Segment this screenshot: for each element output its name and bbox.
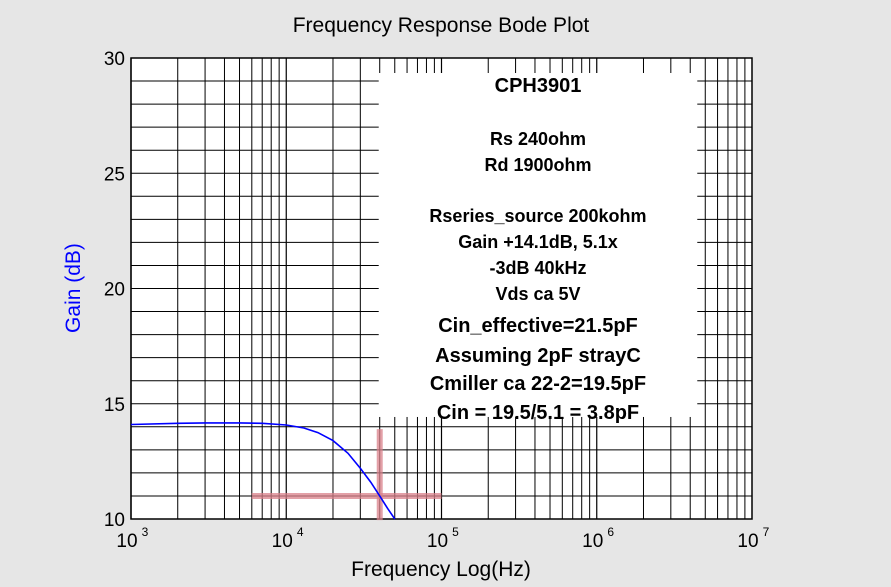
annotation-line: CPH3901 (495, 75, 582, 97)
y-tick-label: 20 (104, 280, 125, 301)
annotation-line: Rseries_source 200kohm (429, 206, 646, 226)
x-tick-exponent: 6 (607, 525, 614, 539)
annotation-line: Rd 1900ohm (484, 155, 591, 175)
gain-response-line (130, 422, 396, 520)
chart-title: Frequency Response Bode Plot (293, 14, 590, 37)
y-tick-label: 10 (104, 510, 125, 531)
annotation-line: Rs 240ohm (490, 129, 586, 149)
annotation-line: Cin = 19.5/5.1 = 3.8pF (437, 402, 639, 424)
annotation-line: Assuming 2pF strayC (435, 345, 641, 367)
x-tick-label: 10 (737, 531, 758, 552)
x-tick-exponent: 5 (452, 525, 459, 539)
annotation-line: Cin_effective=21.5pF (438, 315, 638, 337)
annotation-line: Gain +14.1dB, 5.1x (458, 232, 618, 252)
annotation-box (378, 73, 698, 417)
annotation-line: Cmiller ca 22-2=19.5pF (430, 373, 646, 395)
annotation-line: -3dB 40kHz (489, 258, 586, 278)
plot-frame (130, 57, 753, 520)
x-tick-exponent: 7 (763, 525, 770, 539)
y-axis-label: Gain (dB) (62, 243, 85, 333)
x-tick-label: 10 (582, 531, 603, 552)
y-tick-label: 25 (104, 164, 125, 185)
x-tick-label: 10 (116, 531, 137, 552)
x-tick-exponent: 3 (142, 525, 149, 539)
x-tick-label: 10 (427, 531, 448, 552)
x-tick-exponent: 4 (297, 525, 304, 539)
plot-area: CPH3901 Rs 240ohm Rd 1900ohm Rseries_source… (104, 49, 770, 552)
y-tick-label: 30 (104, 49, 125, 70)
y-tick-label: 15 (104, 395, 125, 416)
annotation-line: Vds ca 5V (495, 284, 580, 304)
x-axis-label: Frequency Log(Hz) (351, 558, 531, 581)
x-tick-label: 10 (272, 531, 293, 552)
